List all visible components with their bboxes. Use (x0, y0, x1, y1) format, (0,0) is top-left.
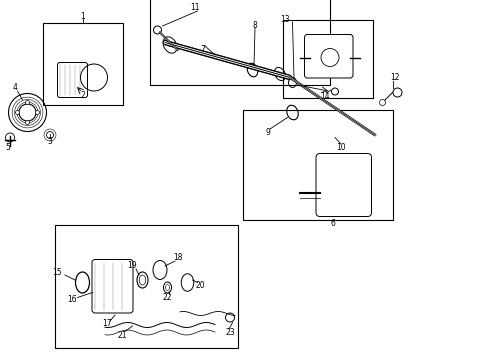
Text: 18: 18 (173, 253, 182, 262)
Bar (283, 20, 372, 98)
Text: 6: 6 (330, 220, 335, 229)
Text: 22: 22 (163, 293, 172, 302)
Circle shape (16, 111, 20, 114)
Text: 3: 3 (48, 136, 52, 145)
Text: 1: 1 (80, 12, 85, 21)
Circle shape (25, 100, 29, 104)
Text: 20: 20 (195, 282, 205, 291)
Circle shape (25, 121, 29, 125)
Bar (43, 23, 122, 105)
Text: 21: 21 (118, 330, 127, 339)
Bar (150, 0, 330, 85)
Text: 13: 13 (280, 14, 290, 23)
Text: 14: 14 (320, 92, 330, 101)
Text: 5: 5 (5, 143, 10, 152)
Bar (243, 110, 392, 220)
Text: 7: 7 (200, 45, 205, 54)
Text: 9: 9 (265, 128, 270, 137)
Circle shape (35, 111, 40, 114)
FancyBboxPatch shape (304, 35, 353, 78)
Text: 4: 4 (13, 83, 18, 92)
Text: 12: 12 (390, 73, 400, 82)
FancyBboxPatch shape (92, 260, 133, 313)
Text: 15: 15 (53, 268, 62, 277)
Text: 19: 19 (128, 261, 137, 270)
Text: 11: 11 (190, 3, 200, 12)
Text: 17: 17 (103, 320, 112, 328)
Bar (55, 225, 238, 347)
Text: 8: 8 (253, 21, 257, 30)
Text: 10: 10 (336, 143, 346, 152)
Text: 23: 23 (225, 328, 235, 337)
FancyBboxPatch shape (57, 63, 88, 98)
Text: 2: 2 (80, 91, 85, 100)
Text: 16: 16 (68, 296, 77, 305)
FancyBboxPatch shape (316, 153, 371, 216)
